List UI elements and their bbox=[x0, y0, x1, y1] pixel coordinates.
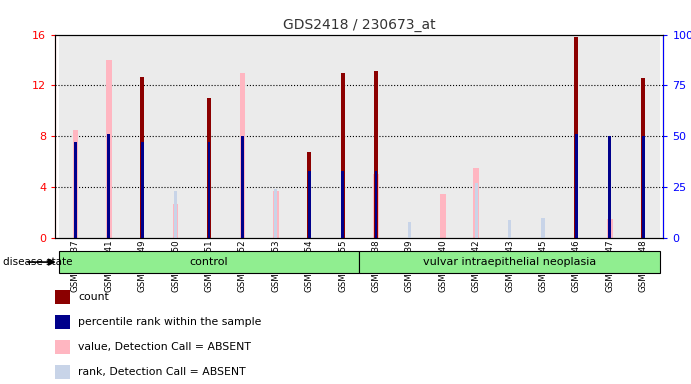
Bar bbox=[359, 35, 392, 238]
Bar bbox=[274, 189, 278, 238]
Bar bbox=[292, 35, 326, 238]
Bar bbox=[59, 251, 359, 273]
Bar bbox=[173, 204, 178, 238]
Bar bbox=[159, 35, 192, 238]
Bar bbox=[92, 35, 126, 238]
Bar bbox=[207, 142, 210, 238]
Bar bbox=[593, 35, 627, 238]
Text: count: count bbox=[78, 291, 109, 302]
Bar bbox=[192, 35, 226, 238]
Bar bbox=[574, 37, 578, 238]
Bar bbox=[475, 183, 478, 238]
Text: value, Detection Call = ABSENT: value, Detection Call = ABSENT bbox=[78, 341, 252, 352]
Bar bbox=[641, 78, 645, 238]
Title: GDS2418 / 230673_at: GDS2418 / 230673_at bbox=[283, 18, 435, 32]
Bar bbox=[74, 142, 77, 238]
Bar bbox=[55, 364, 70, 379]
Text: rank, Detection Call = ABSENT: rank, Detection Call = ABSENT bbox=[78, 366, 246, 377]
Bar bbox=[240, 73, 245, 238]
Bar bbox=[493, 35, 527, 238]
Text: control: control bbox=[189, 257, 228, 267]
Bar bbox=[627, 35, 660, 238]
Text: percentile rank within the sample: percentile rank within the sample bbox=[78, 316, 262, 327]
Bar bbox=[307, 171, 311, 238]
Bar bbox=[106, 60, 111, 238]
Bar bbox=[326, 35, 359, 238]
Bar bbox=[226, 35, 259, 238]
Bar bbox=[541, 218, 545, 238]
Bar bbox=[508, 220, 511, 238]
Bar bbox=[527, 35, 560, 238]
Bar bbox=[374, 71, 378, 238]
Bar bbox=[59, 35, 92, 238]
Bar bbox=[55, 290, 70, 304]
Bar bbox=[207, 98, 211, 238]
Bar bbox=[241, 136, 244, 238]
Bar bbox=[55, 339, 70, 354]
Bar bbox=[359, 251, 660, 273]
Bar bbox=[609, 136, 612, 238]
Bar bbox=[126, 35, 159, 238]
Bar bbox=[373, 174, 379, 238]
Text: disease state: disease state bbox=[3, 257, 73, 267]
Text: vulvar intraepithelial neoplasia: vulvar intraepithelial neoplasia bbox=[423, 257, 596, 267]
Bar bbox=[307, 152, 311, 238]
Bar bbox=[174, 191, 178, 238]
Bar bbox=[575, 134, 578, 238]
Bar bbox=[392, 35, 426, 238]
Bar bbox=[273, 191, 278, 238]
Bar bbox=[426, 35, 460, 238]
Bar bbox=[259, 35, 292, 238]
Bar bbox=[473, 168, 479, 238]
Bar bbox=[375, 171, 377, 238]
Bar bbox=[141, 142, 144, 238]
Bar bbox=[642, 136, 645, 238]
Bar bbox=[440, 194, 446, 238]
Bar bbox=[560, 35, 593, 238]
Bar bbox=[341, 73, 345, 238]
Bar bbox=[140, 76, 144, 238]
Bar bbox=[408, 222, 411, 238]
Bar bbox=[607, 219, 613, 238]
Bar bbox=[107, 134, 110, 238]
Bar bbox=[55, 314, 70, 329]
Bar bbox=[341, 171, 344, 238]
Bar bbox=[74, 169, 77, 238]
Bar bbox=[460, 35, 493, 238]
Bar bbox=[73, 130, 78, 238]
